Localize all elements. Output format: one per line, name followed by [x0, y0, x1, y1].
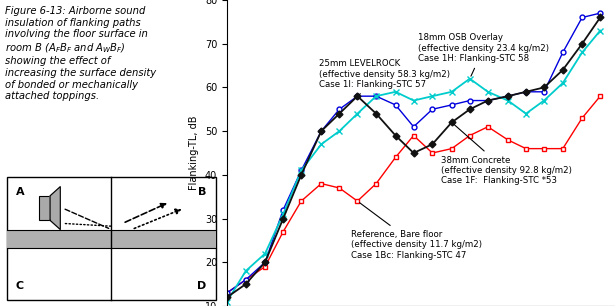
LEVELROCK: [579, 16, 586, 19]
Line: Reference: Reference: [224, 94, 603, 295]
LEVELROCK: [559, 50, 566, 54]
LEVELROCK: [392, 103, 399, 107]
LEVELROCK: [410, 125, 418, 129]
LEVELROCK: [597, 11, 604, 15]
OSB: [242, 269, 250, 273]
Text: 38mm Concrete
(effective density 92.8 kg/m2)
Case 1F:  Flanking-STC *53: 38mm Concrete (effective density 92.8 kg…: [441, 124, 572, 185]
Reference: [410, 134, 418, 137]
OSB: [392, 90, 399, 94]
LEVELROCK: [336, 107, 343, 111]
Reference: [466, 134, 474, 137]
Reference: [541, 147, 548, 151]
Concrete: [298, 173, 305, 177]
Reference: [354, 199, 361, 203]
LEVELROCK: [354, 94, 361, 98]
Concrete: [504, 94, 512, 98]
OSB: [261, 252, 269, 256]
Reference: [484, 125, 491, 129]
Concrete: [466, 107, 474, 111]
OSB: [279, 212, 287, 216]
Text: Figure 6-13: Airborne sound
insulation of flanking paths
involving the floor sur: Figure 6-13: Airborne sound insulation o…: [4, 6, 156, 101]
Text: 18mm OSB Overlay
(effective density 23.4 kg/m2)
Case 1H: Flanking-STC 58: 18mm OSB Overlay (effective density 23.4…: [418, 33, 549, 76]
OSB: [597, 29, 604, 32]
LEVELROCK: [298, 169, 305, 172]
Bar: [7, 230, 216, 248]
LEVELROCK: [504, 94, 512, 98]
LEVELROCK: [466, 99, 474, 103]
Reference: [448, 147, 455, 151]
LEVELROCK: [373, 94, 380, 98]
OSB: [336, 129, 343, 133]
Concrete: [223, 295, 231, 299]
Text: 25mm LEVELROCK
(effective density 58.3 kg/m2)
Case 1I: Flanking-STC 57: 25mm LEVELROCK (effective density 58.3 k…: [319, 59, 450, 95]
OSB: [448, 90, 455, 94]
Concrete: [579, 42, 586, 46]
OSB: [354, 112, 361, 115]
Concrete: [448, 121, 455, 124]
LEVELROCK: [223, 291, 231, 295]
Concrete: [261, 260, 269, 264]
OSB: [298, 169, 305, 172]
Concrete: [410, 151, 418, 155]
Reference: [522, 147, 530, 151]
Reference: [597, 94, 604, 98]
Polygon shape: [50, 187, 60, 230]
OSB: [522, 112, 530, 115]
LEVELROCK: [484, 99, 491, 103]
Reference: [429, 151, 436, 155]
Concrete: [336, 112, 343, 115]
Reference: [579, 116, 586, 120]
Line: LEVELROCK: LEVELROCK: [224, 11, 603, 295]
Reference: [317, 182, 325, 185]
LEVELROCK: [242, 278, 250, 282]
Reference: [279, 230, 287, 233]
Line: Concrete: Concrete: [224, 15, 603, 300]
LEVELROCK: [317, 129, 325, 133]
Reference: [298, 199, 305, 203]
OSB: [373, 94, 380, 98]
Concrete: [429, 142, 436, 146]
Concrete: [484, 99, 491, 103]
Text: A: A: [16, 187, 25, 197]
Text: B: B: [198, 187, 207, 197]
Concrete: [541, 86, 548, 89]
OSB: [410, 99, 418, 103]
LEVELROCK: [429, 107, 436, 111]
Concrete: [279, 217, 287, 220]
LEVELROCK: [541, 90, 548, 94]
Text: C: C: [16, 281, 24, 291]
Line: OSB: OSB: [223, 27, 604, 305]
LEVELROCK: [448, 103, 455, 107]
OSB: [223, 300, 231, 304]
Reference: [559, 147, 566, 151]
Reference: [504, 138, 512, 142]
Reference: [261, 265, 269, 268]
Concrete: [597, 16, 604, 19]
LEVELROCK: [522, 90, 530, 94]
Concrete: [317, 129, 325, 133]
Y-axis label: Flanking-TL, dB: Flanking-TL, dB: [189, 116, 199, 190]
Concrete: [354, 94, 361, 98]
Text: D: D: [197, 281, 207, 291]
OSB: [466, 77, 474, 80]
Reference: [336, 186, 343, 190]
Reference: [223, 291, 231, 295]
Concrete: [392, 134, 399, 137]
OSB: [429, 94, 436, 98]
Reference: [373, 182, 380, 185]
LEVELROCK: [279, 208, 287, 212]
Concrete: [559, 68, 566, 72]
LEVELROCK: [261, 260, 269, 264]
OSB: [579, 50, 586, 54]
Reference: [242, 278, 250, 282]
OSB: [317, 142, 325, 146]
Text: Reference, Bare floor
(effective density 11.7 kg/m2)
Case 1Bc: Flanking-STC 47: Reference, Bare floor (effective density…: [351, 203, 482, 260]
Concrete: [242, 282, 250, 286]
Bar: [39, 196, 50, 220]
Reference: [392, 155, 399, 159]
Concrete: [373, 112, 380, 115]
OSB: [541, 99, 548, 103]
OSB: [484, 90, 491, 94]
Concrete: [522, 90, 530, 94]
OSB: [559, 81, 566, 85]
